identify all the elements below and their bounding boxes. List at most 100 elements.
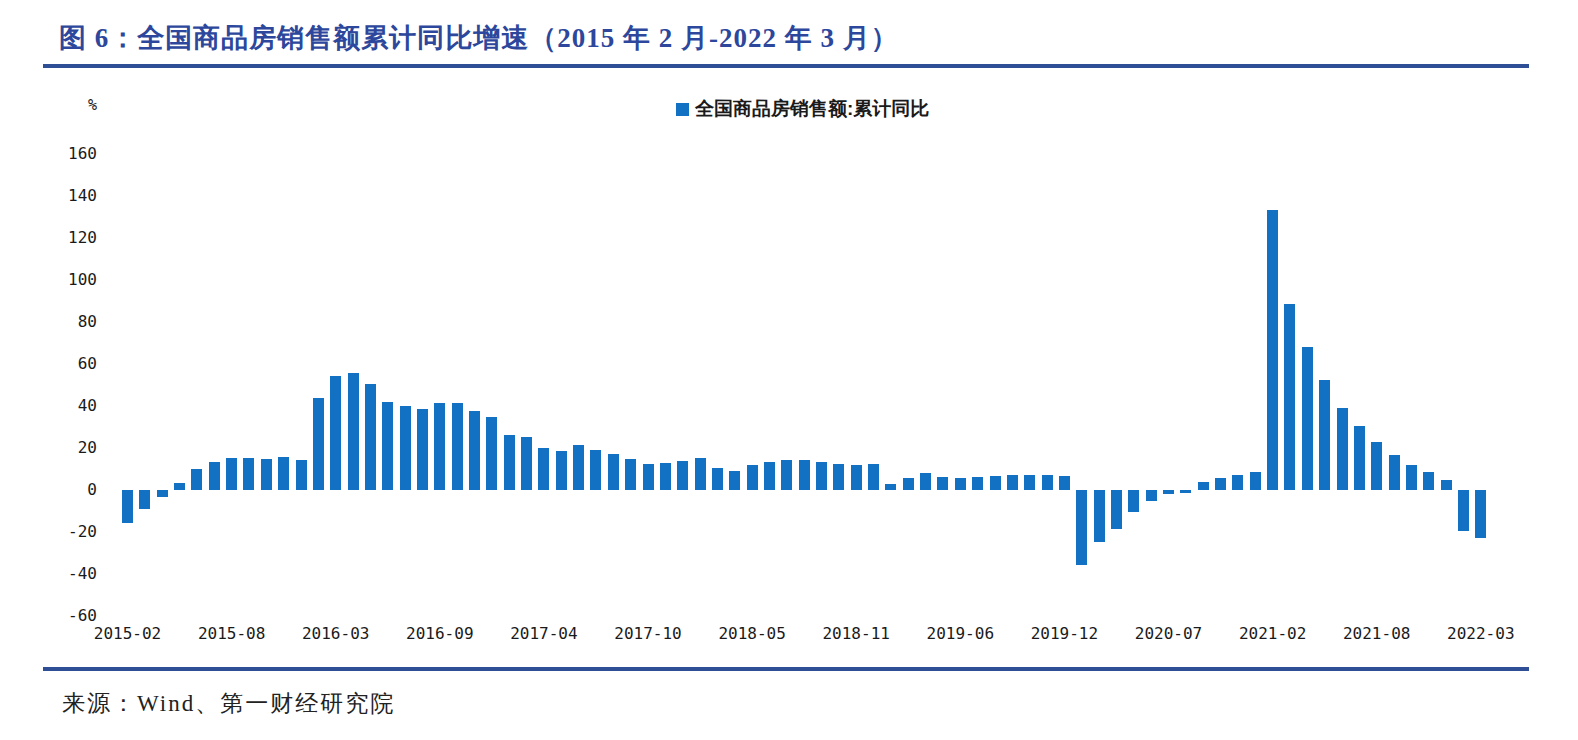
bar <box>695 458 706 490</box>
bar <box>556 451 567 490</box>
bar <box>625 459 636 490</box>
y-tick-label: 100 <box>27 271 97 289</box>
y-tick-label: 0 <box>27 481 97 499</box>
legend-swatch-icon <box>676 103 689 116</box>
bar <box>157 490 168 497</box>
bar <box>452 403 463 490</box>
bar <box>313 398 324 490</box>
legend-label: 全国商品房销售额:累计同比 <box>695 96 929 122</box>
bar <box>1232 475 1243 490</box>
bar <box>1406 465 1417 490</box>
y-tick-label: 140 <box>27 187 97 205</box>
report-page: 图 6：全国商品房销售额累计同比增速（2015 年 2 月-2022 年 3 月… <box>0 0 1578 740</box>
bar <box>833 464 844 490</box>
x-tick-label: 2016-03 <box>294 624 378 643</box>
bar <box>538 448 549 490</box>
bar <box>868 464 879 490</box>
bar <box>816 462 827 490</box>
bar <box>122 490 133 523</box>
x-tick-label: 2016-09 <box>398 624 482 643</box>
bar <box>1128 490 1139 512</box>
bar <box>261 459 272 490</box>
bar <box>573 445 584 490</box>
bar <box>1180 490 1191 493</box>
bar <box>990 476 1001 490</box>
bar <box>139 490 150 509</box>
source-attribution: 来源：Wind、第一财经研究院 <box>62 688 395 719</box>
y-tick-label: -60 <box>27 607 97 625</box>
bar <box>1042 475 1053 490</box>
x-tick-label: 2015-08 <box>190 624 274 643</box>
x-tick-label: 2015-02 <box>86 624 170 643</box>
bar <box>1146 490 1157 501</box>
bar <box>955 478 966 490</box>
bar <box>1458 490 1469 531</box>
bar <box>417 409 428 490</box>
bar <box>330 376 341 490</box>
x-tick-label: 2018-05 <box>710 624 794 643</box>
bottom-divider-line <box>43 667 1529 671</box>
x-tick-label: 2017-04 <box>502 624 586 643</box>
bar <box>1319 380 1330 490</box>
bar <box>1215 478 1226 490</box>
bar <box>1337 408 1348 490</box>
bar <box>903 478 914 490</box>
bar <box>504 435 515 490</box>
bar <box>1198 482 1209 490</box>
title-divider-line <box>43 64 1529 68</box>
bar <box>1076 490 1087 565</box>
bar <box>920 473 931 490</box>
x-tick-label: 2022-03 <box>1439 624 1523 643</box>
bar <box>972 477 983 490</box>
y-tick-label: -40 <box>27 565 97 583</box>
bar <box>643 464 654 490</box>
y-tick-label: 160 <box>27 145 97 163</box>
bar <box>781 460 792 490</box>
y-tick-label: 120 <box>27 229 97 247</box>
chart-legend: 全国商品房销售额:累计同比 <box>676 96 929 122</box>
y-tick-label: 20 <box>27 439 97 457</box>
bar <box>747 465 758 490</box>
x-tick-label: 2017-10 <box>606 624 690 643</box>
y-tick-label: 80 <box>27 313 97 331</box>
x-tick-label: 2019-12 <box>1022 624 1106 643</box>
bar <box>521 437 532 490</box>
bar <box>486 417 497 490</box>
bar <box>851 465 862 490</box>
x-tick-label: 2018-11 <box>814 624 898 643</box>
bar <box>590 450 601 490</box>
bar <box>1302 347 1313 490</box>
bar <box>1250 472 1261 490</box>
x-tick-label: 2020-07 <box>1127 624 1211 643</box>
bar <box>348 373 359 490</box>
bar <box>1267 210 1278 490</box>
bar <box>278 457 289 490</box>
y-axis-unit: % <box>27 96 97 114</box>
chart-title: 图 6：全国商品房销售额累计同比增速（2015 年 2 月-2022 年 3 月… <box>59 20 899 56</box>
bar <box>1284 304 1295 490</box>
bar <box>608 454 619 490</box>
y-tick-label: 60 <box>27 355 97 373</box>
bar <box>677 461 688 490</box>
x-tick-label: 2021-08 <box>1335 624 1419 643</box>
bar <box>937 477 948 490</box>
bar <box>191 469 202 490</box>
bar <box>1389 455 1400 490</box>
bar <box>729 471 740 490</box>
bar <box>1163 490 1174 494</box>
bar <box>1094 490 1105 542</box>
bar <box>799 460 810 490</box>
bar <box>1111 490 1122 529</box>
bar <box>469 411 480 490</box>
bar <box>1354 426 1365 490</box>
bar <box>243 458 254 490</box>
bar <box>1059 476 1070 490</box>
bar <box>209 462 220 490</box>
x-tick-label: 2019-06 <box>918 624 1002 643</box>
bar <box>382 402 393 490</box>
bar <box>1441 480 1452 490</box>
bar <box>1423 472 1434 490</box>
bar <box>764 462 775 490</box>
bar <box>885 484 896 490</box>
bar <box>365 384 376 490</box>
